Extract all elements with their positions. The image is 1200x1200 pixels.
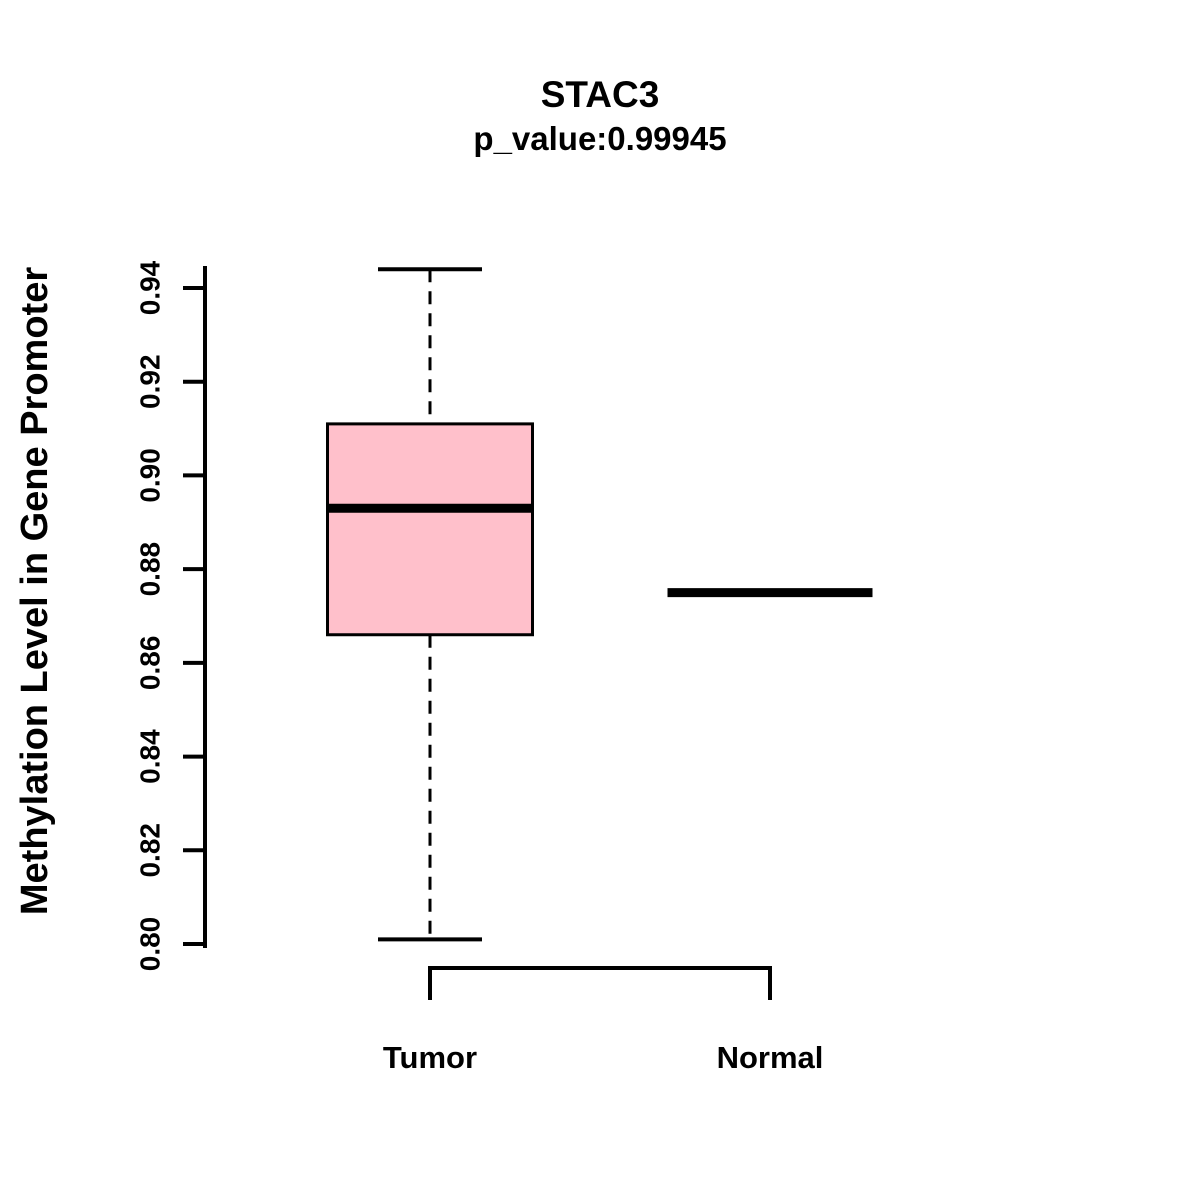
y-tick-label: 0.86 <box>135 636 166 691</box>
x-tick-label-tumor: Tumor <box>383 1040 477 1075</box>
y-tick-label: 0.92 <box>135 354 166 409</box>
chart-title: STAC3 <box>540 74 660 115</box>
chart-subtitle: p_value:0.99945 <box>473 120 727 157</box>
y-tick-label: 0.88 <box>135 542 166 597</box>
tumor-box <box>326 422 534 637</box>
y-tick-label: 0.82 <box>135 823 166 878</box>
y-tick-label: 0.84 <box>135 729 166 784</box>
y-tick-label: 0.94 <box>135 260 166 315</box>
y-tick-label: 0.90 <box>135 448 166 503</box>
y-tick-label: 0.80 <box>135 917 166 972</box>
x-tick-label-normal: Normal <box>717 1040 824 1075</box>
